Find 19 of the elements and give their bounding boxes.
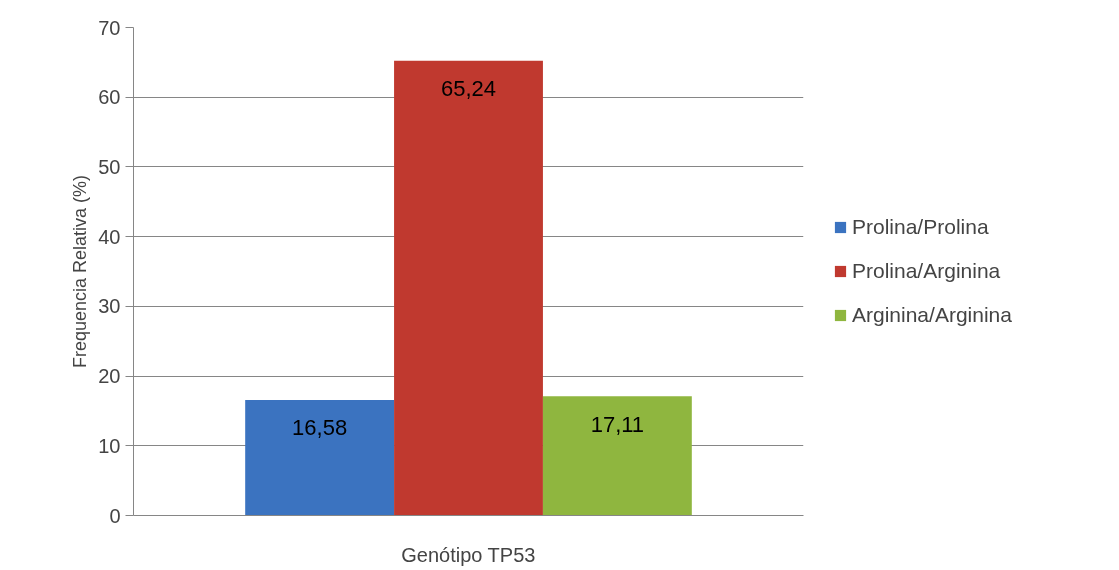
y-tick-label: 50 — [98, 155, 121, 178]
bar — [542, 396, 692, 516]
y-tick-label: 40 — [98, 225, 121, 248]
legend-label: Prolina/Arginina — [852, 259, 1001, 283]
y-tick-label: 0 — [109, 504, 121, 527]
y-tick-label: 30 — [98, 295, 121, 318]
data-label: 16,58 — [292, 415, 348, 441]
y-tick-label: 20 — [98, 365, 121, 388]
bar — [245, 399, 395, 516]
legend-label: Prolina/Prolina — [852, 215, 989, 239]
y-tick-label: 60 — [98, 86, 121, 109]
bar — [394, 60, 543, 516]
y-tick-label: 70 — [98, 16, 121, 39]
y-tick-label: 10 — [98, 434, 121, 457]
data-label: 65,24 — [440, 76, 497, 102]
data-label: 17,11 — [590, 411, 645, 437]
y-axis-title: Frequencia Relativa (%) — [70, 174, 91, 369]
x-tick-label: Genótipo TP53 — [401, 543, 536, 566]
legend-label: Arginina/Arginina — [852, 303, 1012, 327]
